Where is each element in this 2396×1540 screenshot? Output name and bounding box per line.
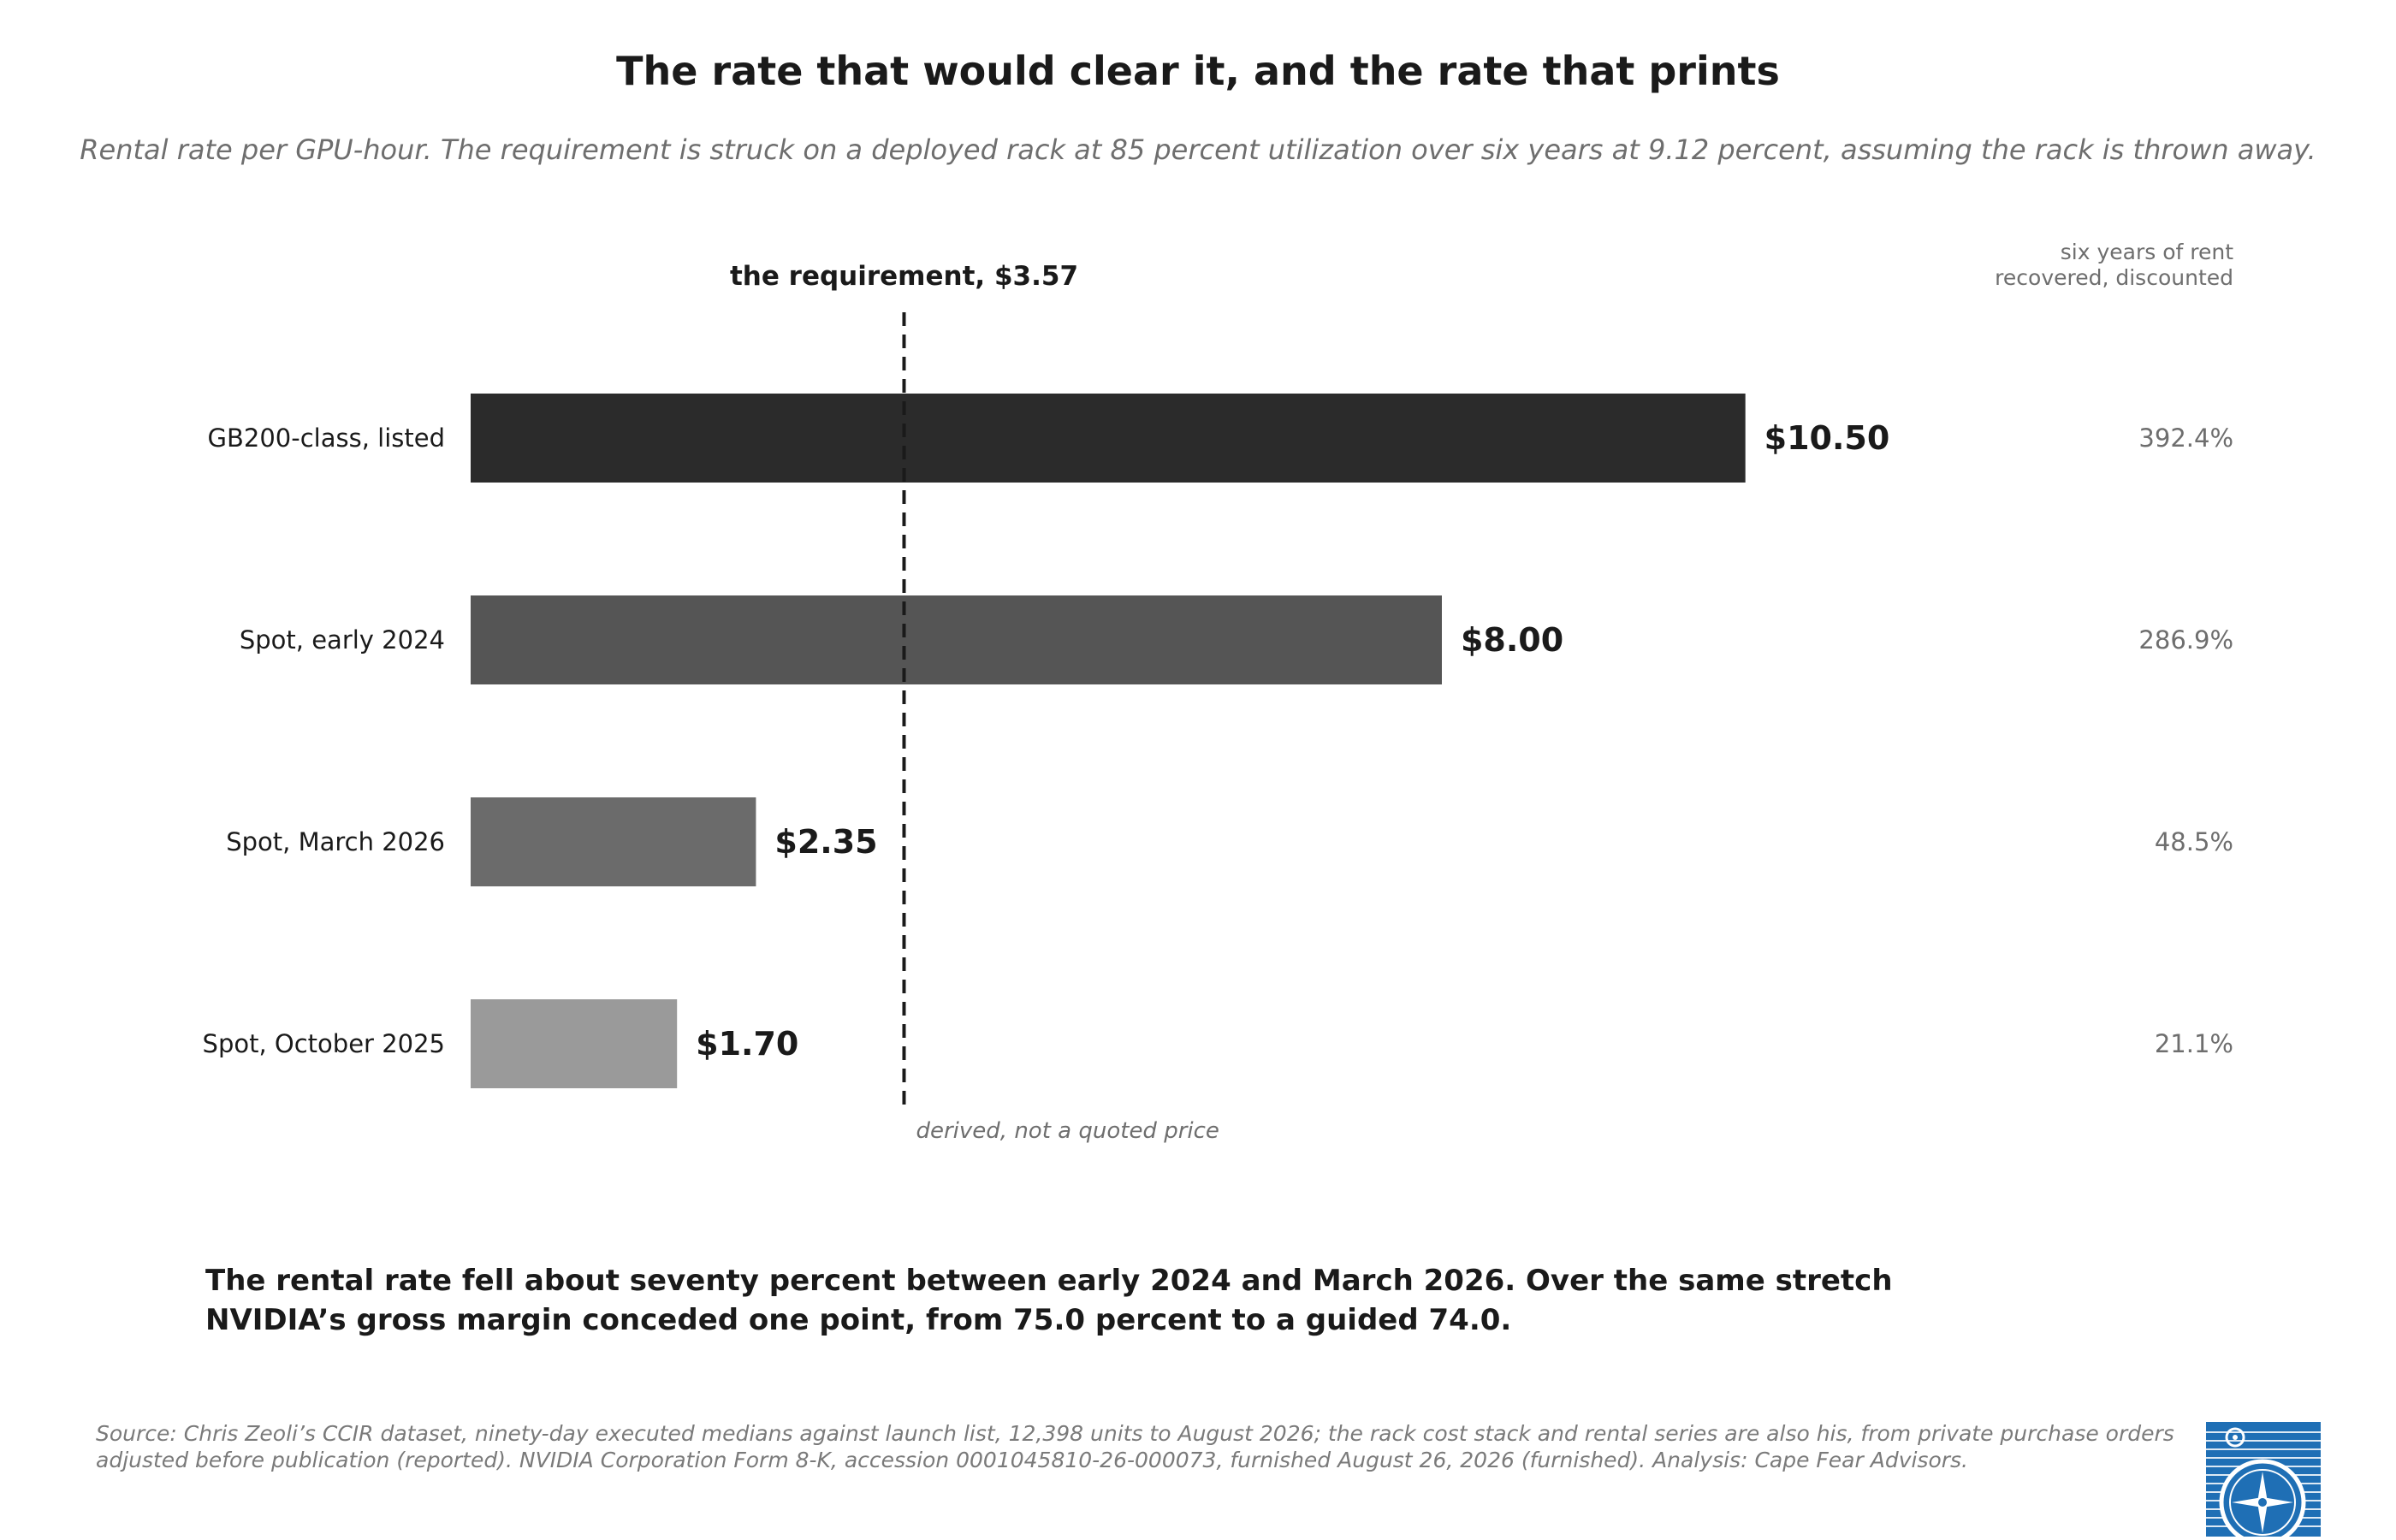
- category-label: Spot, October 2025: [203, 1029, 445, 1058]
- right-column-header: recovered, discounted: [1995, 265, 2233, 290]
- right-column-header: six years of rent: [2061, 240, 2233, 264]
- data-label: $10.50: [1764, 419, 1890, 457]
- right-column-layer: 392.4% 286.9% 48.5% 21.1% six years of rentr…: [1995, 240, 2233, 1058]
- source-note: Source: Chris Zeoli’s CCIR dataset, nine…: [96, 1421, 2174, 1472]
- chart-subtitle: Rental rate per GPU-hour. The requiremen…: [80, 133, 2316, 166]
- requirement-label: the requirement, $3.57: [730, 261, 1078, 292]
- chart-title: The rate that would clear it, and the ra…: [616, 48, 1780, 94]
- recovered-value: 392.4%: [2138, 424, 2233, 453]
- recovered-value: 21.1%: [2155, 1029, 2233, 1058]
- bar: [471, 797, 756, 886]
- bar: [471, 595, 1442, 684]
- compass-rose-logo-icon: [2206, 1422, 2321, 1537]
- takeaway-text: The rental rate fell about seventy perce…: [205, 1264, 1893, 1337]
- category-label: GB200-class, listed: [208, 424, 445, 453]
- bar: [471, 394, 1746, 483]
- requirement-note: derived, not a quoted price: [916, 1118, 1219, 1144]
- labels-layer: GB200-class, listed $10.50 Spot, early 202…: [203, 419, 1890, 1063]
- bars-layer: [471, 394, 1746, 1088]
- data-label: $2.35: [774, 823, 877, 861]
- bar: [471, 999, 678, 1088]
- recovered-value: 48.5%: [2155, 827, 2233, 856]
- reference-layer: the requirement, $3.57 derived, not a quo…: [730, 261, 1219, 1144]
- data-label: $8.00: [1461, 621, 1563, 659]
- category-label: Spot, early 2024: [240, 625, 445, 654]
- recovered-value: 286.9%: [2138, 625, 2233, 654]
- data-label: $1.70: [696, 1025, 798, 1063]
- category-label: Spot, March 2026: [226, 827, 445, 856]
